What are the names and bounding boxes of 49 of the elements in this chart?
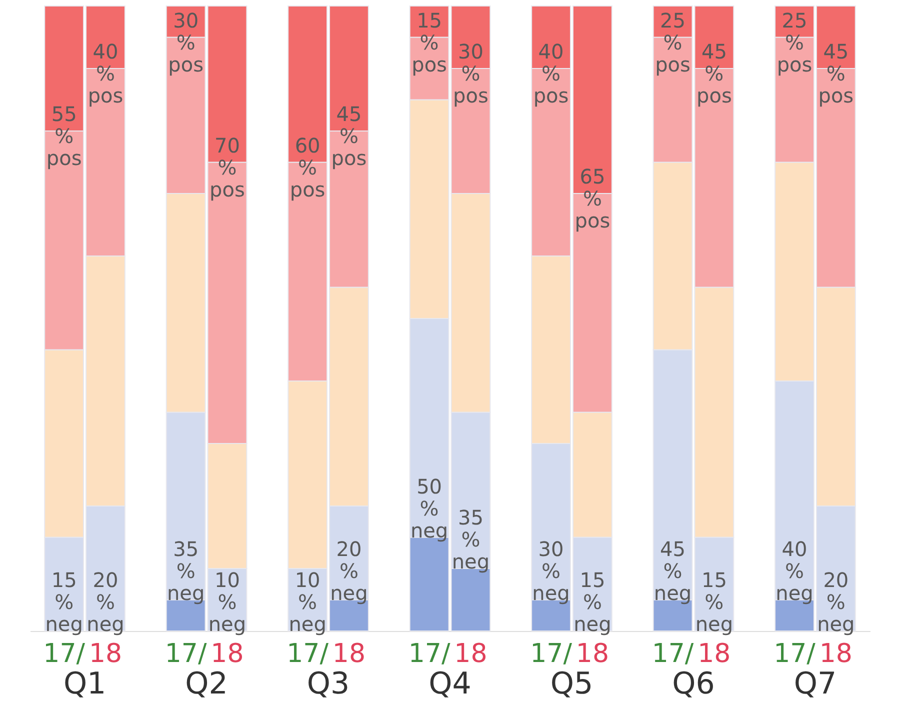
x-tick-label: 17/ bbox=[652, 639, 694, 669]
x-tick-label: 18 bbox=[332, 639, 366, 669]
text: Q7 bbox=[794, 666, 837, 702]
text: Q1 bbox=[63, 666, 106, 702]
annotation: 20 % neg bbox=[86, 568, 124, 636]
annotation: 25 % pos bbox=[655, 8, 690, 76]
annotation: 40 % pos bbox=[88, 40, 124, 108]
x-tick-label: 17/ bbox=[408, 639, 450, 669]
x-tick-label: 18 bbox=[210, 639, 244, 669]
annotation: 35 % neg bbox=[452, 506, 490, 574]
text: Q4 bbox=[428, 666, 472, 702]
annotation: 10 % neg bbox=[288, 568, 326, 636]
annotation: 60 % pos bbox=[290, 133, 326, 202]
annotation: 40 % neg bbox=[776, 536, 814, 605]
annotation: 30 % pos bbox=[453, 40, 488, 108]
annotation: 10 % neg bbox=[208, 568, 246, 636]
annotation: 15 % pos bbox=[412, 8, 447, 76]
annotation: 30 % pos bbox=[168, 8, 204, 76]
x-tick-label: 17/ bbox=[774, 639, 816, 669]
x-tick-label: 17/ bbox=[286, 639, 329, 669]
annotation: 15 % neg bbox=[695, 568, 734, 636]
annotation: 65 % pos bbox=[574, 164, 610, 232]
annotation: 50 % neg bbox=[410, 474, 448, 542]
x-tick-label: 17/ bbox=[164, 639, 207, 669]
annotation: 20 % neg bbox=[330, 536, 368, 605]
x-tick-label: 17/ bbox=[530, 639, 572, 669]
annotation: 55 % pos bbox=[46, 102, 82, 170]
x-tick-label: 17/ bbox=[43, 639, 86, 669]
x-tick-label: 18 bbox=[454, 639, 488, 669]
x-tick-label: 18 bbox=[88, 639, 122, 669]
annotation: 45 % pos bbox=[696, 40, 732, 108]
x-tick-label: 18 bbox=[576, 639, 609, 669]
annotation: 40 % pos bbox=[533, 40, 569, 108]
text: Q3 bbox=[306, 666, 350, 702]
annotation: 70 % pos bbox=[210, 133, 245, 202]
x-tick-label: 18 bbox=[698, 639, 731, 669]
annotation: 30 % neg bbox=[532, 536, 570, 605]
text: Q5 bbox=[550, 666, 594, 702]
annotation: 20 % neg bbox=[817, 568, 855, 636]
annotation: 25 % pos bbox=[776, 8, 812, 76]
annotation: 45 % neg bbox=[654, 536, 692, 605]
text: Q2 bbox=[185, 666, 228, 702]
x-tick-label: 18 bbox=[819, 639, 852, 669]
annotation: 35 % neg bbox=[166, 536, 205, 605]
annotation: 15 % neg bbox=[574, 568, 612, 636]
text: Q6 bbox=[672, 666, 715, 702]
annotation: 45 % pos bbox=[331, 102, 367, 170]
annotation: 15 % neg bbox=[45, 568, 83, 636]
annotation: 45 % pos bbox=[818, 40, 854, 108]
